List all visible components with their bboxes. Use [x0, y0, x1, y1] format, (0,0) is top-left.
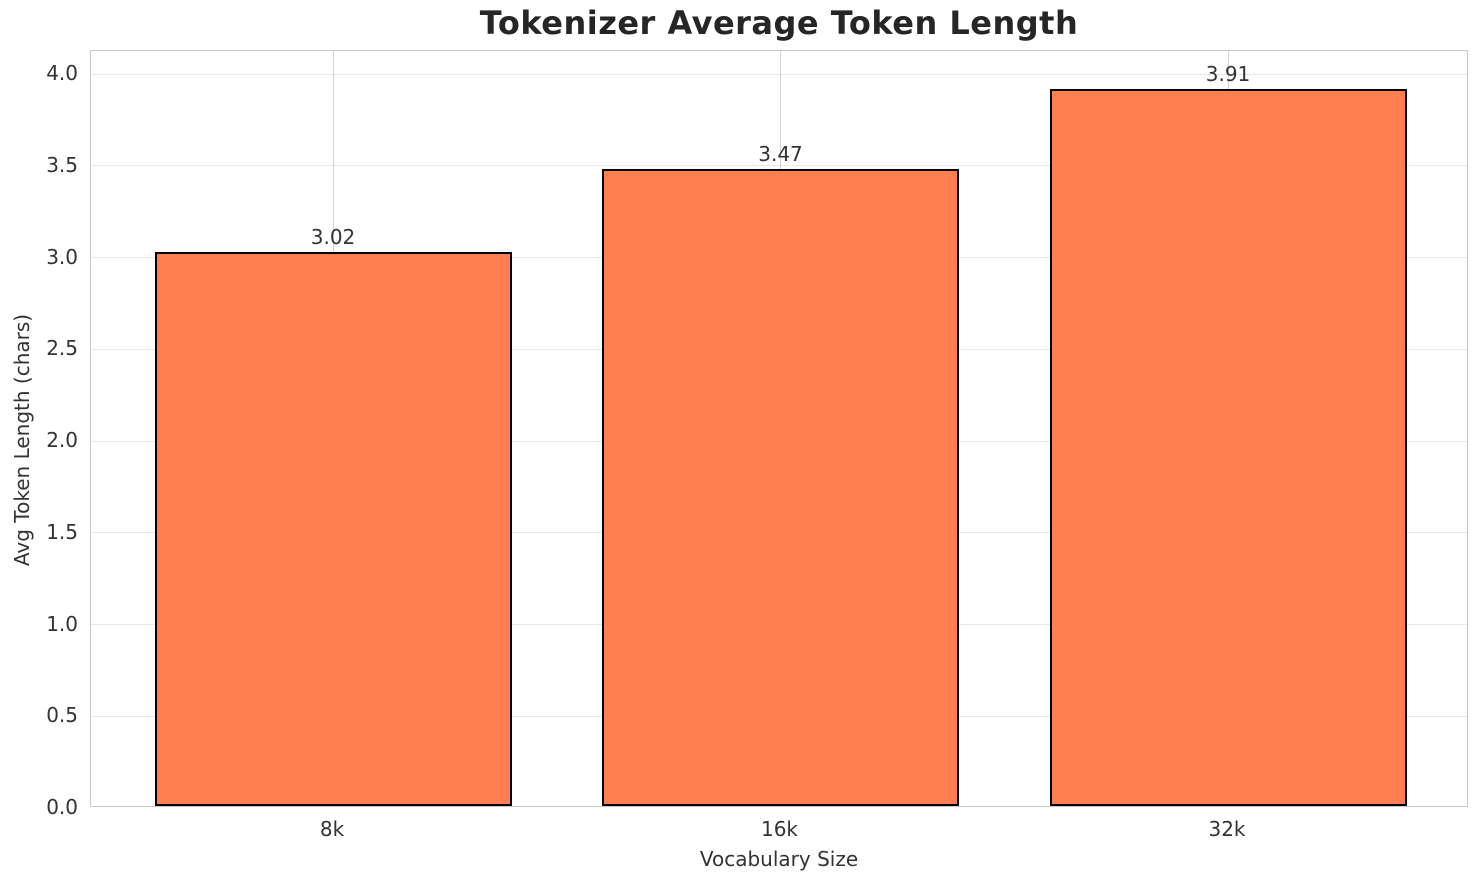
gridline-horizontal [91, 165, 1467, 167]
y-axis-label: Avg Token Length (chars) [10, 313, 34, 567]
bar-value-label: 3.47 [758, 142, 803, 167]
y-tick-label: 2.0 [46, 428, 78, 452]
chart-title: Tokenizer Average Token Length [479, 4, 1079, 42]
y-tick-label: 1.5 [46, 519, 78, 544]
x-tick-label: 32k [1208, 817, 1246, 841]
y-tick-label: 3.5 [46, 152, 78, 177]
x-tick-label: 16k [760, 817, 799, 841]
plot-area: 3.02 3.47 3.91 [90, 50, 1468, 807]
x-axis-label: Vocabulary Size [699, 847, 859, 871]
y-tick-label: 1.0 [46, 611, 78, 636]
bar-16k [602, 169, 959, 806]
bar-value-label: 3.91 [1205, 61, 1251, 86]
y-tick-label: 4.0 [46, 61, 78, 85]
y-tick-label: 2.5 [46, 336, 78, 361]
bar-32k [1049, 88, 1407, 806]
y-tick-label: 0.0 [46, 795, 78, 819]
bar-value-label: 3.02 [310, 224, 356, 249]
bar-8k [154, 251, 512, 806]
gridline-horizontal [91, 73, 1467, 75]
y-tick-label: 0.5 [46, 703, 78, 728]
x-tick-label: 8k [319, 817, 345, 841]
y-tick-label: 3.0 [46, 244, 78, 269]
